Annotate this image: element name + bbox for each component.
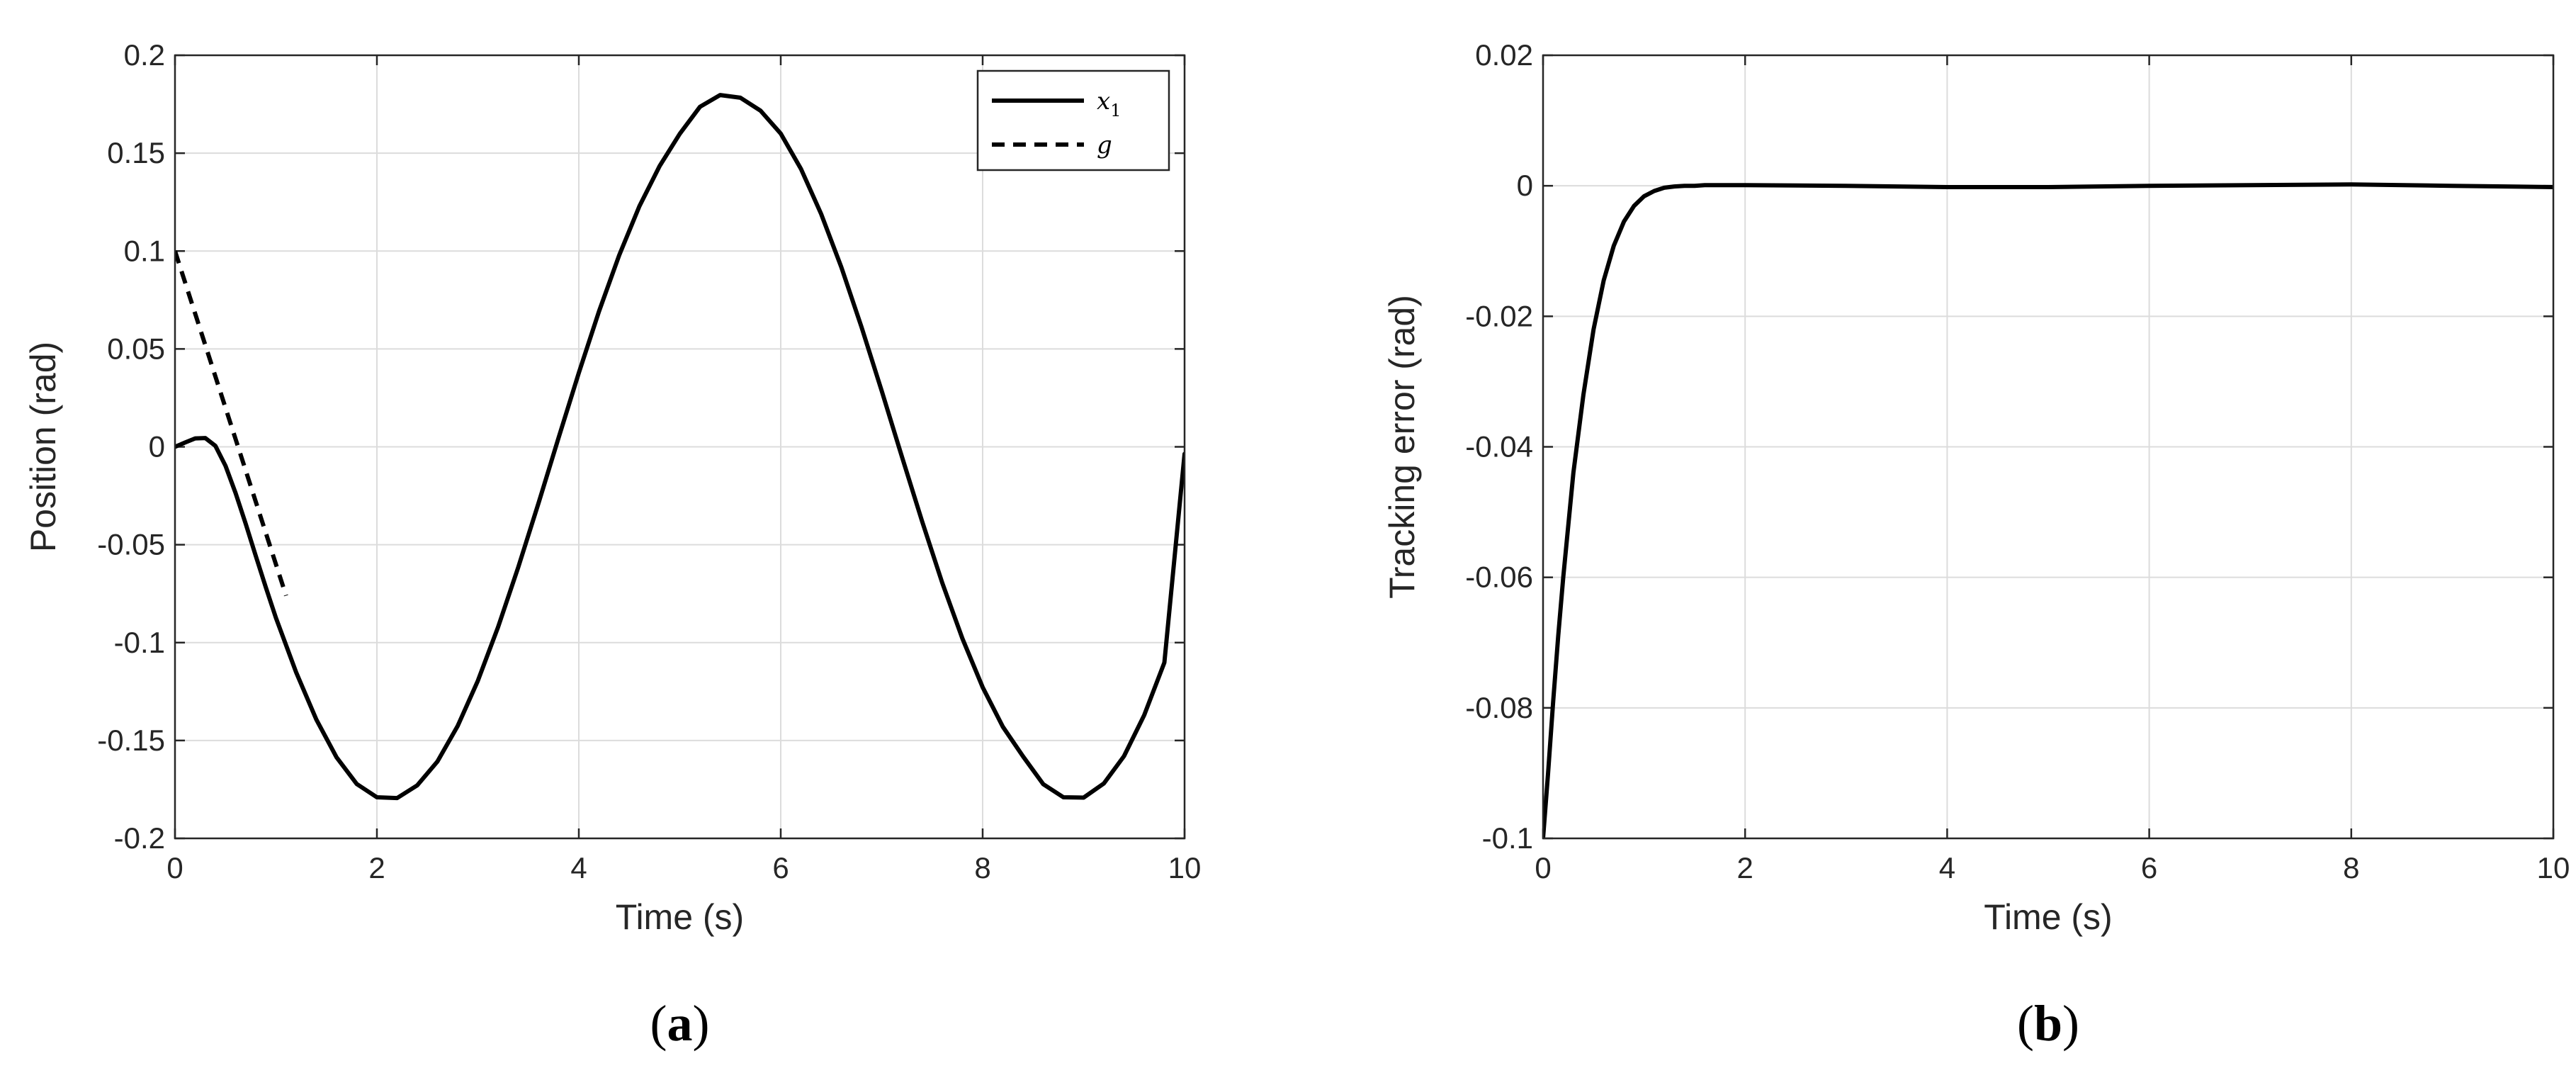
y-tick-label: -0.08 bbox=[1465, 691, 1533, 724]
x-axis-label: Time (s) bbox=[616, 897, 744, 937]
axes-frame bbox=[1542, 54, 2555, 840]
series-line-solid bbox=[175, 93, 1185, 801]
legend-box bbox=[976, 69, 1170, 172]
y-tick-label: -0.1 bbox=[114, 626, 165, 659]
x-tick-label: 2 bbox=[1737, 851, 1753, 884]
y-tick-label: -0.06 bbox=[1465, 561, 1533, 594]
x-tick-label: 2 bbox=[368, 851, 385, 884]
x-tick-label: 10 bbox=[2537, 851, 2570, 884]
y-tick-label: -0.02 bbox=[1465, 299, 1533, 332]
y-tick-label: 0.05 bbox=[107, 332, 165, 365]
x-tick-label: 4 bbox=[570, 851, 587, 884]
legend: x1 g bbox=[976, 69, 1170, 172]
x-axis-label: Time (s) bbox=[1984, 897, 2112, 937]
y-tick-label: 0 bbox=[1517, 169, 1533, 202]
x-tick-label: 0 bbox=[166, 851, 183, 884]
y-tick-label: -0.04 bbox=[1465, 430, 1533, 463]
x-tick-label: 8 bbox=[2343, 851, 2359, 884]
y-tick-label: -0.2 bbox=[114, 821, 165, 855]
legend-label: x1 bbox=[1097, 87, 1121, 120]
y-axis-label: Position (rad) bbox=[23, 342, 63, 552]
x-tick-label: 0 bbox=[1535, 851, 1551, 884]
panel-letter: b bbox=[2034, 995, 2062, 1052]
x-tick-label: 10 bbox=[1168, 851, 1202, 884]
series-line-solid bbox=[1543, 182, 2553, 838]
legend-label: g bbox=[1097, 131, 1112, 159]
chart-a: 0 2 4 6 8 10 -0.2 -0.15 -0.1 -0.05 0 0.05 0.1 0.15 0.2… bbox=[23, 38, 1201, 1052]
y-axis-label: Tracking error (rad) bbox=[1382, 295, 1422, 599]
x-tick-label: 4 bbox=[1939, 851, 1955, 884]
y-tick-label: 0.15 bbox=[107, 136, 165, 169]
panel-label: (a) bbox=[650, 995, 710, 1052]
series-line-dashed bbox=[175, 250, 288, 597]
axes-frame bbox=[174, 54, 1186, 840]
x-tick-label: 6 bbox=[2141, 851, 2157, 884]
x-tick-label: 8 bbox=[974, 851, 990, 884]
panel-label: (b) bbox=[2017, 995, 2079, 1052]
y-tick-label: 0.2 bbox=[124, 38, 165, 72]
y-tick-label: -0.15 bbox=[97, 724, 165, 757]
y-tick-label: -0.05 bbox=[97, 528, 165, 561]
panel-letter: a bbox=[667, 995, 693, 1052]
y-tick-label: 0.1 bbox=[124, 234, 165, 267]
x-tick-label: 6 bbox=[772, 851, 789, 884]
chart-b: 0 2 4 6 8 10 -0.1 -0.08 -0.06 -0.04 -0.02 0 0.02 Time… bbox=[1382, 38, 2570, 1052]
y-tick-label: 0 bbox=[149, 430, 165, 463]
y-tick-label: -0.1 bbox=[1482, 821, 1533, 855]
y-tick-label: 0.02 bbox=[1475, 38, 1533, 72]
